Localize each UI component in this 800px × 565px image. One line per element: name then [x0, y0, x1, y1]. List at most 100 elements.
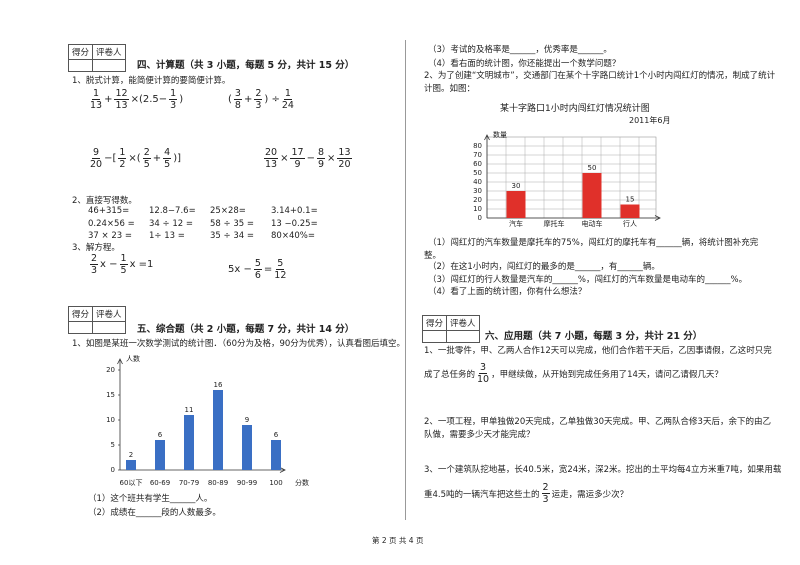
blank-item: （2）成绩在______段的人数最多。: [88, 508, 221, 518]
denominator: 24: [281, 100, 294, 111]
bar: [155, 440, 165, 470]
question: 1、如图是某班一次数学测试的统计图．（60分为及格，90分为优秀），认真看图后填…: [72, 339, 406, 349]
blank-item: 整。: [424, 251, 442, 261]
y-tick-label: 50: [473, 169, 482, 177]
text-run: −: [306, 153, 315, 164]
numerator: 1: [92, 88, 101, 100]
denominator: 8: [234, 100, 241, 111]
numerator: 4: [163, 147, 172, 159]
score-box: 得分 评卷人: [67, 306, 126, 334]
oral-item: 35 ÷ 34 =: [210, 231, 254, 241]
denominator: 5: [164, 159, 171, 170]
y-tick-label: 0: [111, 466, 115, 474]
text-run: 5x −: [228, 264, 252, 275]
question: 2、为了创建“文明城市”，交通部门在某个十字路口统计1个小时内闯红灯的情况，制成…: [424, 71, 776, 81]
column-divider: [405, 40, 406, 520]
x-axis-label: 分数: [295, 478, 309, 487]
problem: 重4.5吨的一辆汽车把这些土的 2 3 运走，需运多少次？: [424, 482, 628, 505]
numerator: 12: [114, 88, 129, 100]
data-label: 9: [245, 416, 249, 424]
text-run: +: [152, 153, 162, 164]
blank-item: （1）这个班共有学生______人。: [88, 494, 213, 504]
problem: 3、一个建筑队挖地基，长40.5米，宽24米，深2米。挖出的土平均每4立方米重7…: [424, 465, 782, 475]
x-tick-label: 60以下: [120, 479, 143, 487]
y-tick-label: 40: [473, 178, 482, 186]
section-title: 四、计算题（共 3 小题，每题 5 分，共计 15 分）: [137, 60, 355, 71]
denominator: 13: [265, 159, 278, 170]
text-run: ×(2.5−: [130, 94, 168, 105]
score-label: 得分: [421, 315, 448, 331]
text-run: ×: [327, 153, 336, 164]
numerator: 5: [276, 258, 285, 270]
oral-item: 46+315=: [88, 206, 130, 216]
x-tick-label: 行人: [623, 219, 637, 228]
problem: 1、一批零件，甲、乙两人合作12天可以完成，他们合作若干天后，乙因事请假，乙这时…: [424, 346, 772, 356]
numerator: 9: [92, 147, 101, 159]
text-run: 运走，需运多少次？: [551, 489, 629, 500]
grader-label: 评卷人: [446, 315, 480, 331]
fraction: 5 12: [274, 258, 286, 281]
data-label: 30: [512, 182, 521, 190]
y-axis-label: 人数: [126, 354, 140, 363]
denominator: 5: [143, 159, 150, 170]
text-run: =: [263, 264, 273, 275]
fraction: 1 24: [282, 88, 294, 111]
bar: [582, 173, 602, 218]
denominator: 6: [254, 270, 261, 281]
text-run: x −: [100, 259, 118, 270]
blank-item: （1）闯红灯的汽车数量是摩托车的75%，闯红灯的摩托车有______辆，将统计图…: [428, 238, 759, 248]
denominator: 13: [115, 100, 128, 111]
y-tick-label: 10: [106, 416, 115, 424]
y-tick-label: 70: [473, 151, 482, 159]
data-label: 6: [158, 431, 163, 439]
denominator: 10: [477, 374, 490, 385]
denominator: 20: [90, 159, 103, 170]
denominator: 5: [120, 265, 127, 276]
text-run: +: [243, 94, 253, 105]
question: 3、解方程。: [72, 243, 120, 253]
blank-item: （3）考试的及格率是______，优秀率是______。: [428, 45, 612, 55]
oral-item: 0.24×56 =: [88, 218, 135, 229]
y-tick-label: 15: [106, 391, 115, 399]
text-run: )]: [173, 153, 181, 164]
x-tick-label: 60-69: [150, 479, 170, 487]
section-title: 五、综合题（共 2 小题，每题 7 分，共计 14 分）: [137, 324, 355, 335]
blank-item: （4）看了上面的统计图，你有什么想法？: [428, 287, 587, 297]
problem: 2、一项工程，甲单独做20天完成，乙单独做30天完成。甲、乙两队合修3天后，余下…: [424, 417, 771, 427]
oral-item: 25×28=: [210, 206, 246, 216]
numerator: 13: [337, 147, 352, 159]
x-axis-arrow: [654, 215, 661, 221]
bar: [620, 204, 640, 218]
text-run: +: [104, 94, 113, 105]
question: 1、脱式计算，能简便计算的要简便计算。: [72, 76, 231, 86]
data-label: 11: [185, 406, 194, 414]
y-tick-label: 80: [473, 142, 482, 150]
question: 2、直接写得数。: [72, 196, 137, 206]
score-box: 得分 评卷人: [67, 44, 126, 72]
denominator: 13: [90, 100, 103, 111]
text-run: ×: [280, 153, 289, 164]
numerator: 2: [254, 88, 263, 100]
y-axis-label: 数量: [493, 130, 507, 139]
text-run: ×(: [128, 153, 141, 164]
denominator: 9: [317, 159, 325, 170]
blank-item: （4）看右面的统计图，你还能提出一个数学问题？: [428, 59, 621, 69]
fraction: 9 20: [90, 147, 102, 170]
blank-item: （2）在这1小时内，闯红灯的最多的是______，有______辆。: [428, 262, 660, 272]
text-run: 重4.5吨的一辆汽车把这些土的: [424, 489, 540, 500]
x-tick-label: 100: [269, 479, 282, 487]
bar: [242, 425, 252, 470]
bar: [213, 390, 223, 470]
chart-subtitle: 2011年6月: [629, 116, 671, 125]
y-tick-label: 10: [473, 205, 482, 213]
x-tick-label: 电动车: [582, 219, 603, 228]
